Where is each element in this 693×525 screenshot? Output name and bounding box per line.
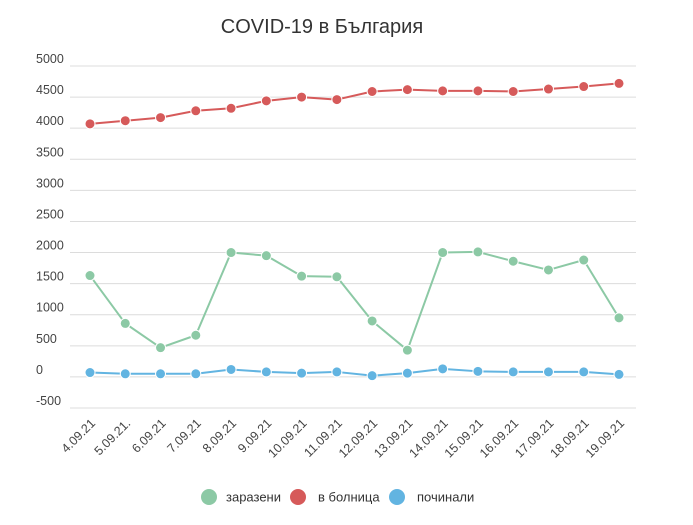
data-point: [578, 81, 590, 93]
data-point: [472, 365, 484, 377]
y-axis-ticks: -500 0 500 1000 1500 2000 2500 3000 3500 4000 4500…: [36, 52, 64, 408]
data-point: [296, 91, 308, 103]
x-tick-label: 8.09.21: [200, 416, 239, 455]
y-tick-label: 3000: [36, 176, 64, 190]
y-tick-label: 1500: [36, 270, 64, 284]
data-point: [155, 112, 167, 124]
data-point: [366, 370, 378, 382]
y-tick-label: 2500: [36, 207, 64, 221]
data-point: [437, 363, 449, 375]
data-point: [578, 254, 590, 266]
y-tick-label: -500: [36, 394, 61, 408]
data-point: [401, 344, 413, 356]
y-tick-label: 1000: [36, 301, 64, 315]
data-point: [401, 367, 413, 379]
y-tick-label: 4000: [36, 114, 64, 128]
data-point: [613, 368, 625, 380]
data-point: [225, 247, 237, 259]
data-point: [437, 85, 449, 97]
y-tick-label: 3500: [36, 145, 64, 159]
data-point: [190, 329, 202, 341]
x-tick-label: 5.09.21.: [92, 416, 134, 458]
data-point: [119, 368, 131, 380]
data-point: [366, 85, 378, 97]
data-point: [613, 312, 625, 324]
legend-label: в болница: [318, 490, 380, 505]
x-tick-label: 6.09.21: [129, 416, 168, 455]
data-point: [225, 363, 237, 375]
data-point: [84, 118, 96, 130]
y-tick-label: 2000: [36, 239, 64, 253]
data-point: [296, 367, 308, 379]
data-point: [260, 250, 272, 262]
y-tick-label: 500: [36, 332, 57, 346]
data-point: [542, 264, 554, 276]
legend-marker: [201, 489, 217, 505]
legend-label: заразени: [226, 490, 281, 505]
series-line: [89, 367, 620, 377]
x-tick-label: 10.09.21: [265, 416, 309, 460]
x-tick-label: 19.09.21: [583, 416, 627, 460]
data-point: [119, 317, 131, 329]
data-point: [331, 366, 343, 378]
series-line: [89, 250, 620, 352]
data-point: [437, 247, 449, 259]
data-point: [260, 95, 272, 107]
y-tick-label: 0: [36, 363, 43, 377]
data-point: [366, 315, 378, 327]
data-point: [542, 83, 554, 95]
legend-marker: [389, 489, 405, 505]
data-point: [260, 366, 272, 378]
data-point: [190, 105, 202, 117]
y-tick-label: 4500: [36, 83, 64, 97]
data-point: [613, 77, 625, 89]
data-point: [296, 270, 308, 282]
data-point: [472, 246, 484, 258]
data-point: [472, 85, 484, 97]
data-point: [507, 366, 519, 378]
data-point: [119, 115, 131, 127]
data-point: [84, 367, 96, 379]
y-tick-label: 5000: [36, 52, 64, 66]
data-point: [507, 85, 519, 97]
data-point: [331, 94, 343, 106]
data-point: [507, 255, 519, 267]
series-line: [89, 82, 620, 125]
data-point: [331, 271, 343, 283]
legend-label: починали: [417, 490, 474, 505]
x-axis-ticks: 4.09.215.09.21.6.09.217.09.218.09.219.09…: [59, 416, 627, 460]
data-point: [190, 368, 202, 380]
data-point: [225, 102, 237, 114]
series-layer: [84, 77, 625, 382]
data-point: [155, 342, 167, 354]
legend-marker: [290, 489, 306, 505]
data-point: [155, 368, 167, 380]
data-point: [401, 84, 413, 96]
data-point: [578, 366, 590, 378]
data-point: [84, 270, 96, 282]
chart-title: COVID-19 в България: [221, 16, 423, 38]
x-tick-label: 7.09.21: [165, 416, 204, 455]
legend: заразени в болница починали: [201, 489, 474, 505]
data-point: [542, 366, 554, 378]
